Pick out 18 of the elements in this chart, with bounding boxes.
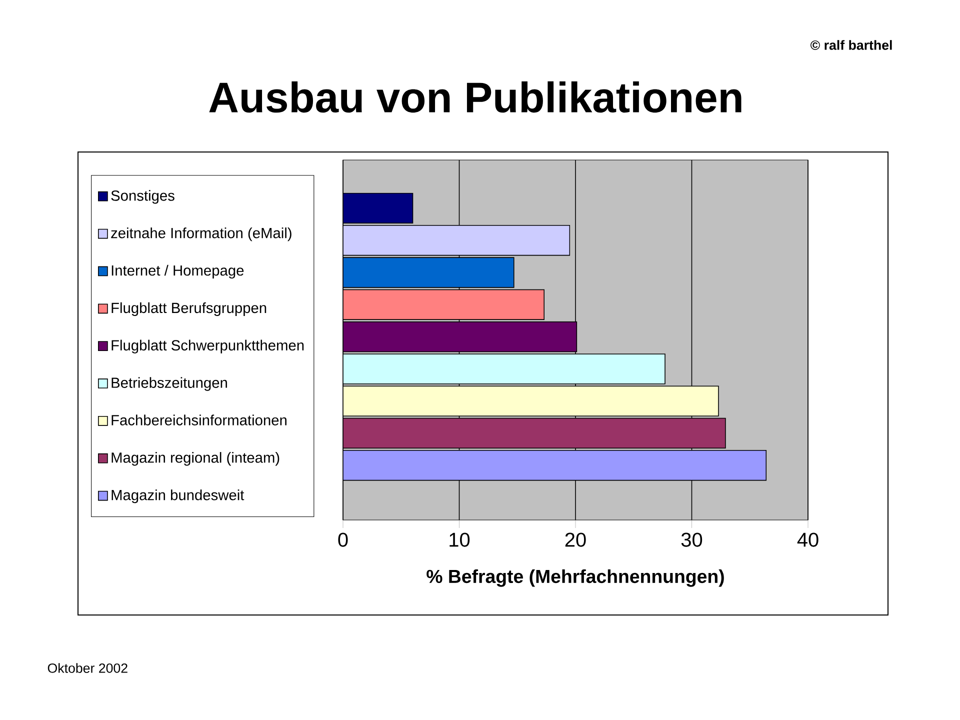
x-tick-label: 40 — [797, 532, 818, 547]
text: © ralf barthel — [810, 40, 892, 50]
x-tick-label: 10 — [450, 532, 470, 547]
chart-title: Ausbau von Publikationen — [209, 81, 742, 113]
legend-label: Flugblatt Schwerpunktthemen — [112, 340, 304, 354]
legend-label: zeitnahe Information (eMail) — [111, 227, 292, 242]
legend-label: Sonstiges — [111, 190, 174, 204]
legend-label: Flugblatt Berufsgruppen — [112, 302, 266, 316]
x-tick-label: 0 — [338, 532, 348, 547]
text: Oktober 2002 — [48, 663, 128, 673]
legend-label: Magazin bundesweit — [112, 489, 244, 504]
legend-label: Fachbereichsinformationen — [112, 414, 286, 426]
x-tick-label: 30 — [681, 532, 702, 547]
x-tick-label: 20 — [565, 532, 586, 547]
legend-label: Betriebszeitungen — [112, 377, 227, 391]
x-axis-title: % Befragte (Mehrfachnennungen) — [426, 569, 724, 587]
legend-label: Internet / Homepage — [112, 264, 244, 279]
legend-label: Magazin regional (inteam) — [112, 452, 280, 466]
